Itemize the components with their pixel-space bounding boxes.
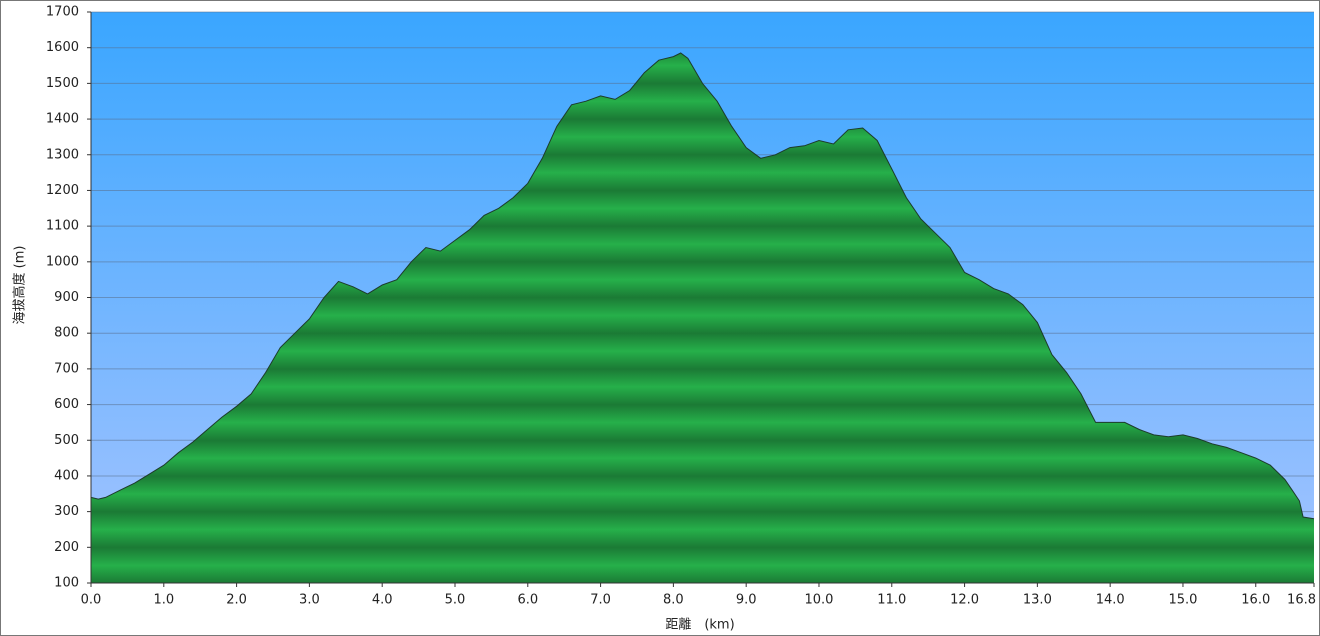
y-tick-label: 800	[54, 326, 79, 341]
x-tick-label: 3.0	[299, 593, 320, 608]
y-tick-label: 1300	[46, 147, 79, 162]
x-tick-label: 8.0	[663, 593, 684, 608]
y-tick-label: 600	[54, 397, 79, 412]
x-tick-label: 10.0	[804, 593, 833, 608]
x-axis-title: 距離 (km)	[665, 618, 734, 633]
x-tick-label: 16.0	[1241, 593, 1270, 608]
area	[91, 53, 1314, 583]
y-tick-label: 500	[54, 433, 79, 448]
x-tick-label: 5.0	[445, 593, 466, 608]
y-tick-label: 400	[54, 468, 79, 483]
y-tick-label: 900	[54, 290, 79, 305]
x-tick-label: 15.0	[1168, 593, 1197, 608]
y-axis-title: 海拔高度 (m)	[12, 246, 28, 325]
y-tick-label: 1200	[46, 183, 79, 198]
y-tick-label: 700	[54, 361, 79, 376]
y-tick-label: 1700	[46, 5, 79, 20]
y-tick-label: 1100	[46, 219, 79, 234]
x-tick-label: 11.0	[877, 593, 906, 608]
x-tick-label: 6.0	[517, 593, 538, 608]
x-tick-label: 14.0	[1096, 593, 1125, 608]
y-tick-label: 300	[54, 504, 79, 519]
x-tick-label: 16.8	[1287, 593, 1316, 608]
x-tick-label: 0.0	[81, 593, 102, 608]
x-tick-label: 1.0	[153, 593, 174, 608]
y-tick-label: 200	[54, 540, 79, 555]
x-tick-label: 13.0	[1023, 593, 1052, 608]
y-tick-label: 1500	[46, 76, 79, 91]
profile-line	[90, 52, 1315, 520]
y-tick-label: 1000	[46, 254, 79, 269]
x-tick-label: 7.0	[590, 593, 611, 608]
x-tick-label: 12.0	[950, 593, 979, 608]
x-tick-label: 2.0	[226, 593, 247, 608]
y-tick-label: 100	[54, 576, 79, 591]
x-tick-label: 9.0	[736, 593, 757, 608]
x-tick-label: 4.0	[372, 593, 393, 608]
y-tick-label: 1600	[46, 40, 79, 55]
y-tick-label: 1400	[46, 112, 79, 127]
